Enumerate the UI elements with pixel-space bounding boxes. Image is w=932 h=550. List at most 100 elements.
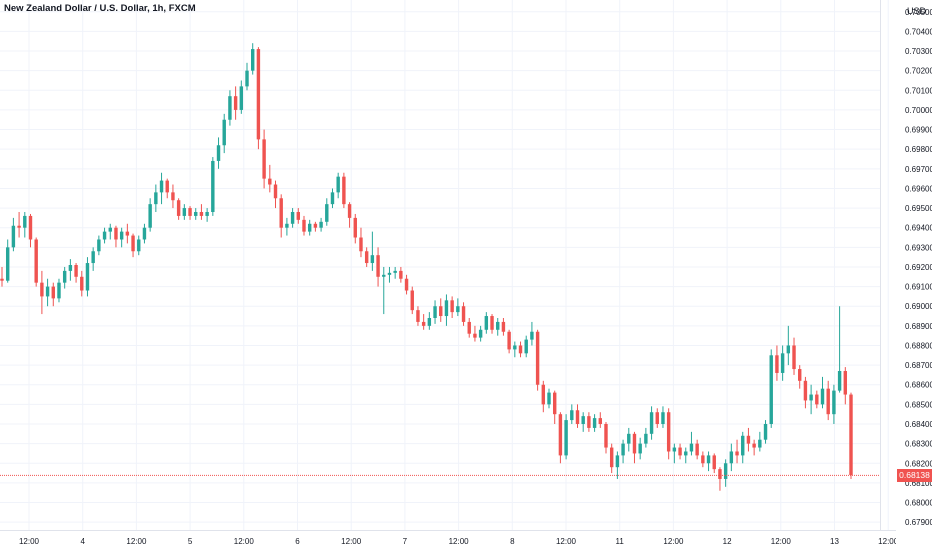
price-tick-label: 0.69400 [905,224,932,233]
candle-down [826,380,830,421]
candle-body [832,390,836,415]
candle-body [399,270,403,279]
candle-body [524,339,528,354]
candle-down [718,467,722,491]
candle-body [393,270,397,273]
candle-body [382,274,386,277]
candle-down [609,443,614,474]
price-tick-label: 0.69300 [905,243,932,252]
candle-body [473,333,477,338]
candle-down [604,422,608,454]
last-price-badge: 0.68138 [897,469,932,482]
candle-body [51,286,55,299]
candle-up [211,157,215,216]
candle-body [211,160,215,212]
candle-down [746,427,751,452]
candle-body [820,388,825,405]
candle-up [649,406,654,440]
candle-down [376,247,380,287]
candle-body [182,208,187,216]
candle-up [661,406,665,428]
candle-up [319,217,323,232]
candle-body [780,353,785,373]
candle-body [268,178,272,185]
candle-body [410,290,414,311]
candle-body [28,215,33,240]
candle-up [564,414,568,460]
candle-body [336,176,340,193]
time-tick-label: 12:00 [19,537,40,546]
candle-down [632,431,637,464]
time-tick-label: 7 [403,537,408,546]
price-tick-label: 0.67900 [905,518,932,527]
candle-body [171,192,175,201]
candle-body [319,221,323,228]
candle-up [11,217,16,252]
price-tick-label: 0.69700 [905,165,932,174]
candle-body [609,447,614,468]
candle-body [826,388,830,415]
candle-body [478,329,483,338]
time-tick-label: 12:00 [341,537,362,546]
candle-body [119,231,124,240]
candle-up [222,113,226,154]
candle-body [330,192,335,205]
candle-down [28,213,33,248]
currency-label: USD [906,6,926,16]
candle-up [108,223,112,240]
candle-body [370,255,375,264]
candle-body [108,227,112,232]
candle-down [347,202,352,228]
candle-body [689,443,694,452]
candle-down [399,266,403,283]
candle-body [285,223,289,228]
candle-down [815,390,819,409]
candle-body [752,443,756,448]
candle-up [484,312,489,334]
candle-down [416,306,420,326]
candle-body [843,371,848,395]
candle-body [307,223,312,232]
price-tick-label: 0.70300 [905,47,932,56]
candle-body [404,278,409,291]
price-tick-label: 0.69900 [905,126,932,135]
candle-down [712,453,716,474]
symbol-title: New Zealand Dollar / U.S. Dollar, 1h, FX… [4,3,196,14]
candle-up [239,80,244,114]
price-axis[interactable]: 0.70500 0.70400 0.70300 0.70200 0.70100 0.700… [905,8,932,527]
candle-up [370,231,375,271]
candle-down [256,47,261,150]
candle-up [627,427,631,452]
candle-body [695,443,699,456]
candle-body [564,420,568,456]
candle-body [678,447,682,456]
candle-body [416,310,420,322]
candle-body [552,392,557,415]
candle-body [205,212,209,216]
candle-body [433,306,437,318]
time-tick-label: 12:00 [556,537,577,546]
candle-body [815,394,819,405]
candle-up [581,412,585,432]
candle-down [404,274,409,295]
candle-up [456,298,460,317]
candle-body [644,433,648,444]
candle-up [119,227,124,248]
candle-up [142,223,147,244]
candle-body [222,119,226,146]
candle-up [615,451,620,479]
time-tick-label: 13 [830,537,839,546]
candle-body [216,145,221,161]
candle-body [279,198,283,228]
candle-body [176,200,181,216]
time-axis[interactable]: 12:00 4 12:00 5 12:00 6 12:00 7 12:00 8 12:00 11 12:… [19,537,899,546]
candle-up [478,325,483,342]
price-tick-label: 0.69500 [905,204,932,213]
candle-body [496,321,500,330]
candle-body [792,345,796,370]
candle-body [558,414,563,456]
candle-body [62,270,67,283]
candle-body [194,212,198,216]
price-tick-label: 0.68500 [905,400,932,409]
